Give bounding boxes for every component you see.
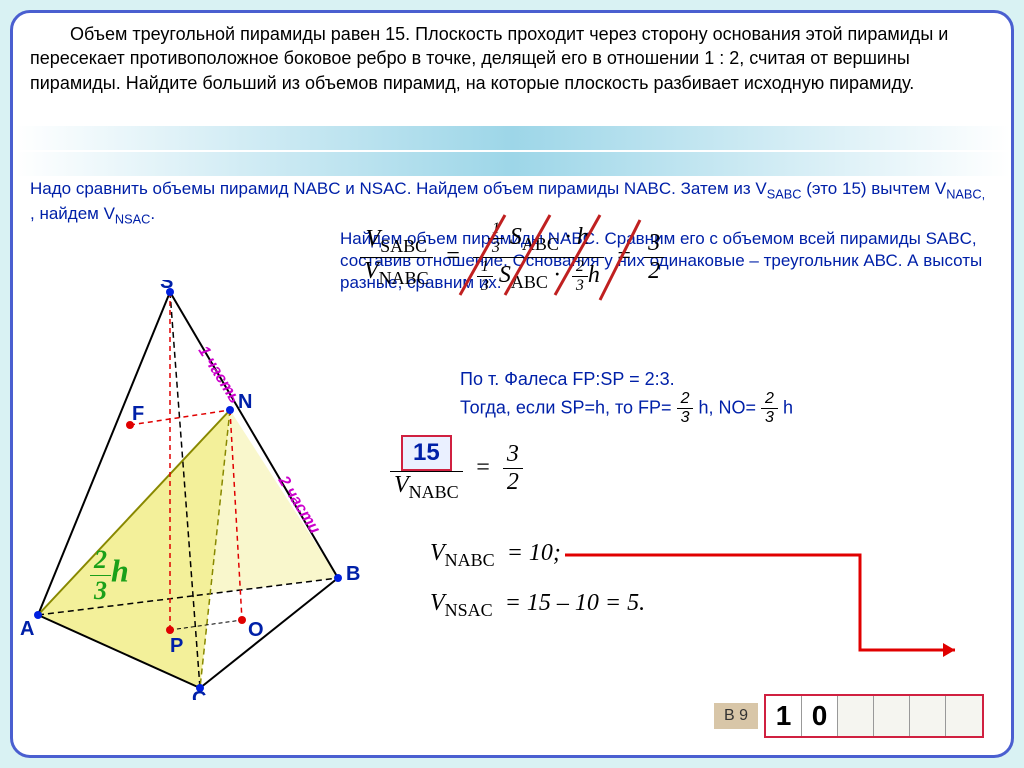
label-part-1: 1 часть	[195, 343, 243, 406]
thales-line: По т. Фалеса FP:SP = 2:3.	[460, 365, 675, 392]
edge-bc	[200, 578, 338, 688]
point-n	[226, 406, 234, 414]
point-b	[334, 574, 342, 582]
answer-box: В 9 1 0	[714, 694, 984, 738]
answer-label: В 9	[714, 703, 758, 729]
ratio-15-over-vnabc: 15 VNABC = 3 2	[390, 435, 523, 503]
label-b: B	[346, 563, 360, 585]
result-arrow	[560, 540, 1000, 690]
gradient-bar-lower	[14, 152, 1010, 176]
answer-digits: 1 0	[764, 694, 984, 738]
then-line: Тогда, если SP=h, то FP= 23 h, NO= 23 h	[460, 390, 793, 427]
point-a	[34, 611, 42, 619]
pyramid-diagram: 1 часть 2 части S A B C N F P O	[20, 280, 380, 700]
digit-3	[874, 696, 910, 736]
vnabc-result: VNABC = 10;	[430, 540, 561, 571]
label-a: A	[20, 618, 34, 640]
problem-text: Объем треугольной пирамиды равен 15. Пло…	[30, 22, 994, 95]
digit-5	[946, 696, 982, 736]
label-p: P	[170, 635, 183, 657]
highlight-15: 15	[401, 435, 452, 471]
label-f: F	[132, 403, 144, 425]
digit-2	[838, 696, 874, 736]
height-fraction-label: 2 3 h	[90, 545, 129, 606]
digit-0: 1	[766, 696, 802, 736]
problem-body: Объем треугольной пирамиды равен 15. Пло…	[30, 24, 953, 93]
point-p	[166, 626, 174, 634]
digit-4	[910, 696, 946, 736]
label-n: N	[238, 391, 252, 413]
label-s: S	[160, 280, 173, 293]
label-o: O	[248, 619, 264, 641]
label-c: C	[192, 688, 206, 700]
strike-lines	[330, 210, 750, 320]
point-o	[238, 616, 246, 624]
gradient-bar-upper	[14, 126, 1010, 150]
digit-1: 0	[802, 696, 838, 736]
